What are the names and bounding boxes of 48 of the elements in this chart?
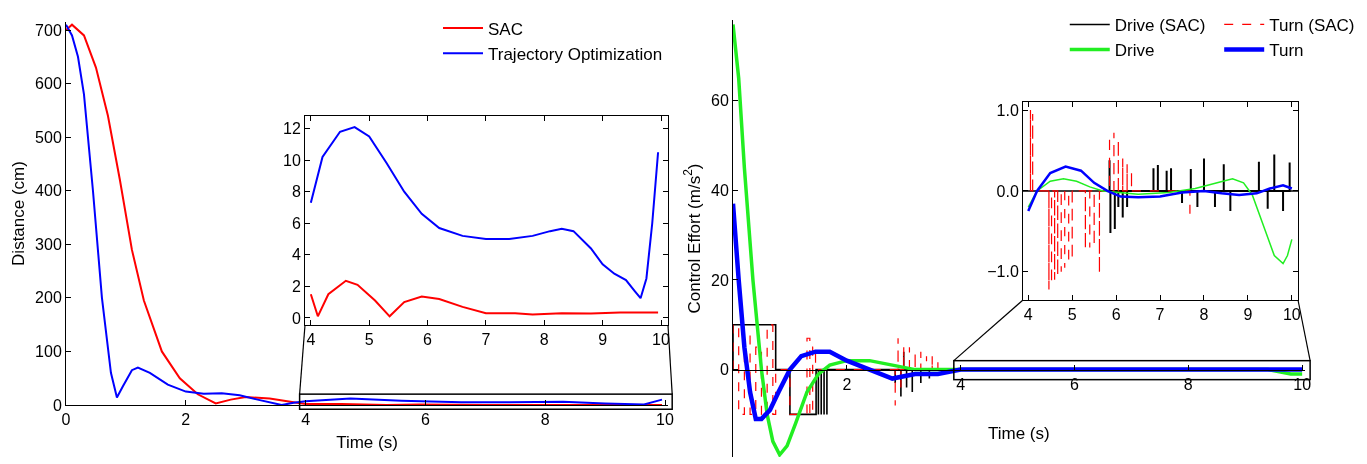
x-tick-label: 10 — [656, 411, 674, 429]
y-tick-label: 700 — [35, 21, 62, 39]
x-tick-label: 8 — [539, 331, 549, 349]
x-tick-label: 2 — [842, 375, 852, 393]
x-tick-label: 8 — [540, 411, 550, 429]
x-tick-label: 7 — [481, 331, 491, 349]
y-tick-label: 8 — [291, 183, 301, 201]
y-tick-label: 300 — [35, 235, 62, 253]
x-tick-label: 5 — [364, 331, 374, 349]
x-tick-label: 2 — [181, 411, 191, 429]
y-tick-label: 10 — [283, 151, 301, 169]
legend-label: Trajectory Optimization — [488, 44, 663, 64]
x-tick-label: 4 — [1023, 306, 1033, 324]
legend-label: Drive — [1114, 41, 1155, 61]
y-tick-label: 12 — [283, 120, 301, 138]
y-tick-label: 6 — [291, 214, 301, 232]
y-tick-label: 60 — [711, 92, 729, 110]
x-tick-label: 4 — [306, 331, 316, 349]
y-tick-label: 0 — [719, 361, 729, 379]
y-tick-label: −1.0 — [987, 263, 1019, 281]
x-tick-label: 5 — [1067, 306, 1077, 324]
x-tick-label: 6 — [423, 331, 433, 349]
legend-label: Turn (SAC) — [1269, 16, 1355, 36]
y-tick-label: 0 — [52, 396, 62, 414]
x-axis-title: Time (s) — [336, 432, 398, 452]
y-tick-label: 400 — [35, 182, 62, 200]
x-tick-label: 6 — [1111, 306, 1121, 324]
y-tick-label: 2 — [291, 277, 301, 295]
y-tick-label: 20 — [711, 271, 729, 289]
legend-label: Drive (SAC) — [1114, 16, 1206, 36]
y-tick-label: 600 — [35, 75, 62, 93]
y-tick-label: 40 — [711, 181, 729, 199]
y-tick-label: 200 — [35, 289, 62, 307]
y-axis-title: Distance (cm) — [8, 161, 28, 266]
y-tick-label: 4 — [291, 246, 301, 264]
y-tick-label: 500 — [35, 128, 62, 146]
legend-label: SAC — [488, 19, 523, 39]
x-axis-title: Time (s) — [988, 424, 1050, 443]
y-tick-label: 1.0 — [996, 101, 1019, 119]
x-tick-label: 9 — [598, 331, 608, 349]
y-tick-label: 100 — [35, 343, 62, 361]
x-tick-label: 10 — [1282, 306, 1301, 324]
x-tick-label: 9 — [1243, 306, 1253, 324]
legend-label: Turn — [1269, 41, 1304, 61]
x-tick-label: 7 — [1155, 306, 1165, 324]
y-tick-label: 0.0 — [996, 182, 1019, 200]
x-tick-label: 8 — [1199, 306, 1209, 324]
x-tick-label: 6 — [420, 411, 430, 429]
